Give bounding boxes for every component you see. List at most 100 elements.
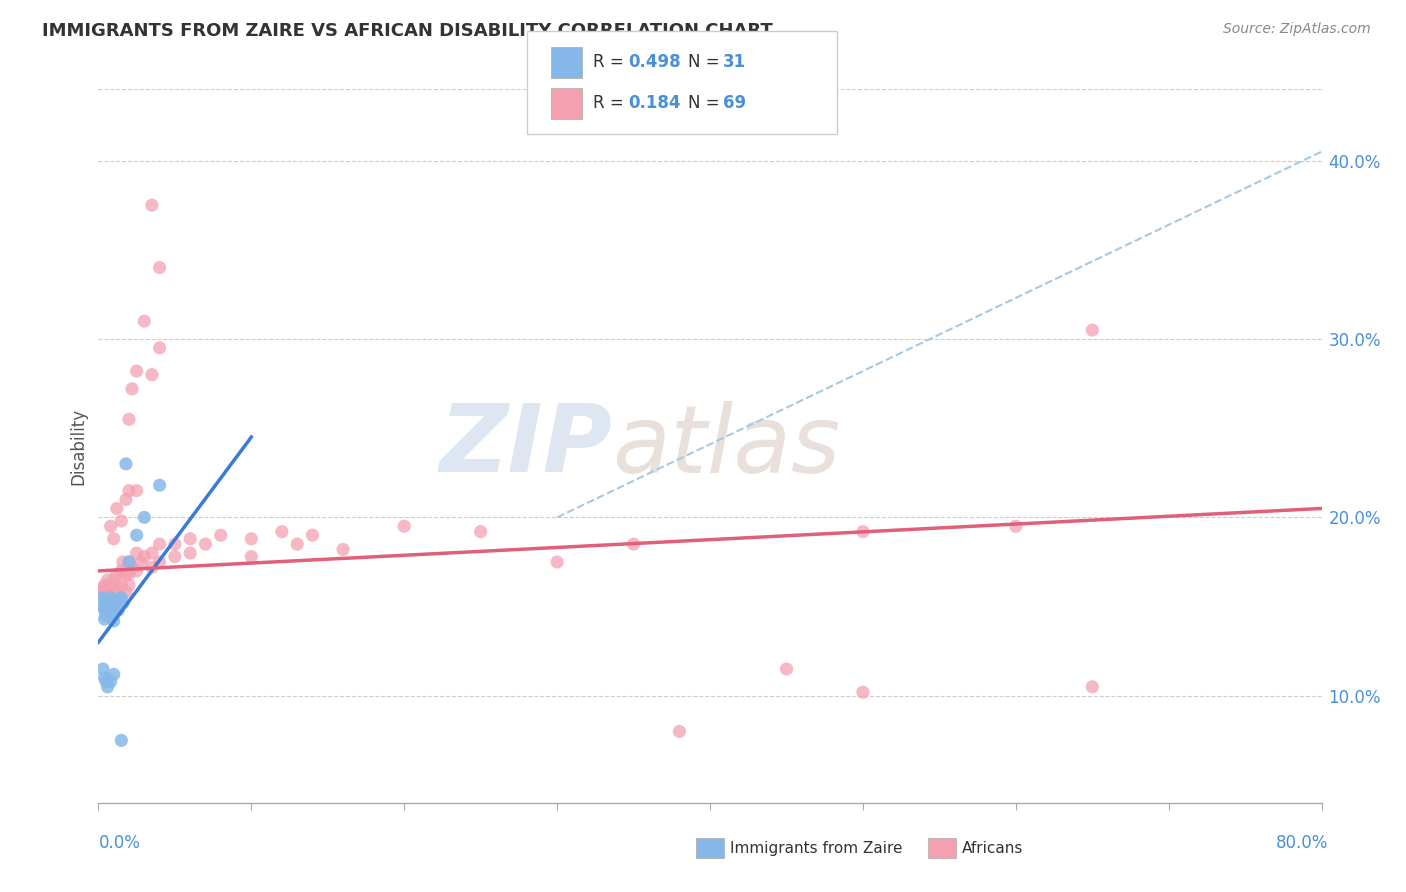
Point [149,555,172,569]
Point [125,546,148,560]
Point [94,594,117,608]
Point [98,582,121,596]
Point [105,567,128,582]
Point [115,585,138,599]
Point [93,591,115,605]
Point [115,457,138,471]
Text: 69: 69 [723,95,745,112]
Text: R =: R = [593,95,630,112]
Point [105,578,128,592]
Point [118,555,141,569]
Text: ZIP: ZIP [439,400,612,492]
Point [163,549,186,564]
Y-axis label: Disability: Disability [69,408,87,484]
Point [240,532,263,546]
Point [100,603,122,617]
Point [110,514,132,528]
Point [125,564,148,578]
Point [91,662,114,676]
Point [392,519,416,533]
Point [105,501,128,516]
Text: atlas: atlas [612,401,841,491]
Point [98,599,121,614]
Text: Immigrants from Zaire: Immigrants from Zaire [730,841,903,855]
Point [121,560,143,574]
Point [94,608,117,623]
Point [103,573,125,587]
Point [115,492,138,507]
Point [110,564,132,578]
Point [623,537,645,551]
Point [1081,323,1104,337]
Point [301,528,323,542]
Point [852,524,875,539]
Point [97,680,120,694]
Point [97,585,120,599]
Point [91,599,114,614]
Point [90,582,112,596]
Point [100,674,122,689]
Text: 80.0%: 80.0% [1277,834,1329,852]
Point [107,585,129,599]
Point [149,537,172,551]
Point [103,585,125,599]
Point [852,685,875,699]
Point [97,573,120,587]
Point [111,555,134,569]
Point [98,608,121,623]
Point [118,567,141,582]
Point [118,483,141,498]
Point [125,528,148,542]
Point [141,560,163,574]
Point [100,519,122,533]
Point [110,578,132,592]
Text: R =: R = [593,54,630,71]
Point [93,578,115,592]
Text: IMMIGRANTS FROM ZAIRE VS AFRICAN DISABILITY CORRELATION CHART: IMMIGRANTS FROM ZAIRE VS AFRICAN DISABIL… [42,22,773,40]
Point [103,532,125,546]
Point [94,674,117,689]
Point [179,546,201,560]
Point [100,591,122,605]
Text: 31: 31 [723,54,745,71]
Point [110,591,132,605]
Point [194,537,217,551]
Point [107,603,129,617]
Text: N =: N = [688,95,724,112]
Point [209,528,232,542]
Point [93,612,115,626]
Point [121,382,143,396]
Point [134,510,156,524]
Point [97,594,120,608]
Point [125,483,148,498]
Point [179,532,201,546]
Point [163,537,186,551]
Point [118,412,141,426]
Point [111,596,134,610]
Point [125,364,148,378]
Point [285,537,308,551]
Text: 0.184: 0.184 [628,95,681,112]
Point [103,614,125,628]
Text: N =: N = [688,54,724,71]
Point [1081,680,1104,694]
Point [240,549,263,564]
Point [141,546,163,560]
Text: 0.0%: 0.0% [98,834,141,852]
Point [94,594,117,608]
Point [91,585,114,599]
Point [118,578,141,592]
Point [93,603,115,617]
Point [141,368,163,382]
Point [103,667,125,681]
Point [105,594,128,608]
Point [134,314,156,328]
Point [115,567,138,582]
Point [270,524,292,539]
Point [134,549,156,564]
Point [149,341,172,355]
Point [94,582,117,596]
Text: 0.498: 0.498 [628,54,681,71]
Point [1004,519,1026,533]
Point [775,662,797,676]
